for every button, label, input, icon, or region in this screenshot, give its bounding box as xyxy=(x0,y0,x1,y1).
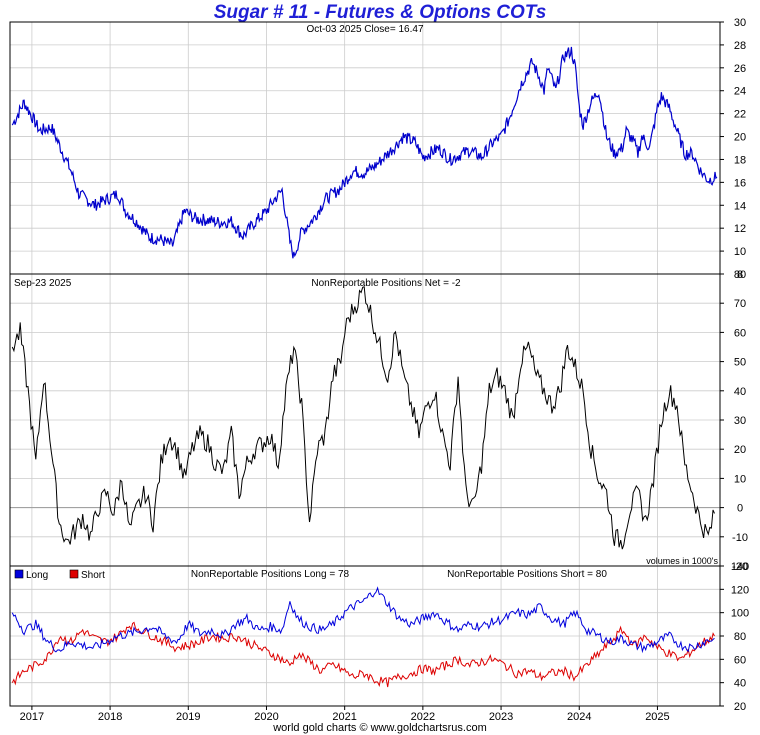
y-tick-label: 28 xyxy=(734,40,746,52)
y-tick-label: 8 xyxy=(737,269,743,281)
x-tick-label: 2019 xyxy=(176,711,200,723)
short-line xyxy=(11,621,715,688)
y-tick-label: 100 xyxy=(731,608,749,620)
legend: Long Short xyxy=(14,569,105,581)
y-tick-label: 30 xyxy=(734,17,746,29)
price-grid xyxy=(10,22,720,274)
x-axis: 2017 2018 2019 2020 2021 2022 2023 2024 2025 xyxy=(20,706,670,723)
y-tick-label: 120 xyxy=(731,584,749,596)
y-tick-label: 14 xyxy=(734,200,746,212)
net-subtitle: NonReportable Positions Net = -2 xyxy=(311,278,461,289)
legend-long-label: Long xyxy=(26,570,48,581)
y-tick-label: 26 xyxy=(734,63,746,75)
long-subtitle: NonReportable Positions Long = 78 xyxy=(191,569,350,580)
y-tick-label: 20 xyxy=(734,701,746,713)
net-y-axis: -20 -10 0 10 20 30 40 50 60 70 80 xyxy=(720,269,748,573)
y-tick-label: 140 xyxy=(731,561,749,573)
y-tick-label: 18 xyxy=(734,154,746,166)
y-tick-label: 70 xyxy=(734,298,746,310)
net-date-label: Sep-23 2025 xyxy=(14,278,72,289)
y-tick-label: 0 xyxy=(737,503,743,515)
y-tick-label: 40 xyxy=(734,678,746,690)
legend-short-label: Short xyxy=(81,570,105,581)
y-tick-label: 10 xyxy=(734,473,746,485)
x-tick-label: 2018 xyxy=(98,711,122,723)
x-tick-label: 2024 xyxy=(567,711,591,723)
volume-note: volumes in 1000's xyxy=(646,556,718,566)
long-short-grid xyxy=(10,566,720,706)
footer-credit: world gold charts © www.goldchartsrus.co… xyxy=(273,722,487,734)
legend-long-swatch xyxy=(14,569,24,579)
y-tick-label: 12 xyxy=(734,223,746,235)
x-tick-label: 2023 xyxy=(489,711,513,723)
x-tick-label: 2021 xyxy=(332,711,356,723)
y-tick-label: 24 xyxy=(734,86,746,98)
y-tick-label: 80 xyxy=(734,269,746,281)
y-tick-label: 20 xyxy=(734,444,746,456)
net-line xyxy=(11,286,715,550)
legend-short-swatch xyxy=(69,569,79,579)
y-tick-label: 20 xyxy=(734,132,746,144)
chart-title: Sugar # 11 - Futures & Options COTs xyxy=(213,2,547,23)
y-tick-label: 50 xyxy=(734,357,746,369)
x-tick-label: 2025 xyxy=(645,711,669,723)
price-subtitle: Oct-03 2025 Close= 16.47 xyxy=(306,24,423,35)
price-line xyxy=(11,46,718,259)
y-tick-label: 80 xyxy=(734,631,746,643)
y-tick-label: 16 xyxy=(734,177,746,189)
y-tick-label: 60 xyxy=(734,654,746,666)
x-tick-label: 2022 xyxy=(411,711,435,723)
y-tick-label: 60 xyxy=(734,327,746,339)
long-line xyxy=(11,586,715,654)
y-tick-label: -10 xyxy=(732,532,748,544)
net-panel: -20 -10 0 10 20 30 40 50 60 70 80 Sep-23 2025 NonR… xyxy=(9,269,748,573)
y-tick-label: 22 xyxy=(734,109,746,121)
short-subtitle: NonReportable Positions Short = 80 xyxy=(447,569,607,580)
price-panel: 8 10 12 14 16 18 20 22 24 26 28 30 Oct-03 2025 Clos… xyxy=(9,17,746,281)
y-tick-label: 10 xyxy=(734,246,746,258)
price-y-axis: 8 10 12 14 16 18 20 22 24 26 28 30 xyxy=(720,17,746,281)
long-short-y-axis: 20 40 60 80 100 120 140 xyxy=(720,561,749,713)
x-tick-label: 2020 xyxy=(254,711,278,723)
x-tick-label: 2017 xyxy=(20,711,44,723)
y-tick-label: -20 xyxy=(732,561,748,573)
y-tick-label: 30 xyxy=(734,415,746,427)
y-tick-label: 40 xyxy=(734,386,746,398)
net-grid xyxy=(10,274,720,566)
price-frame xyxy=(9,21,721,275)
